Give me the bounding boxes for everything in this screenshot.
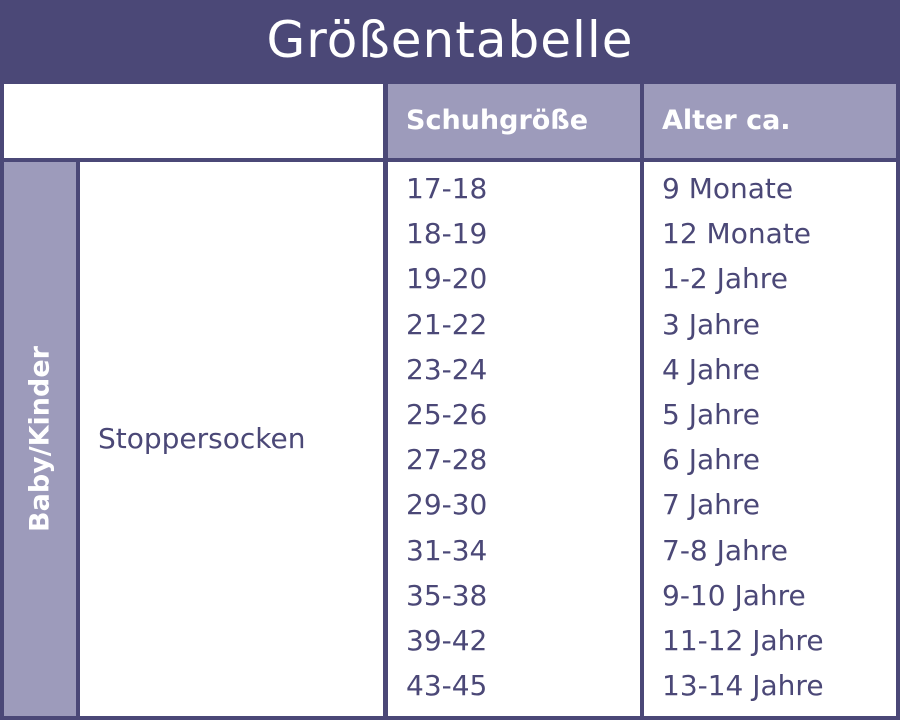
age-cell: 4 Jahre	[662, 352, 760, 386]
size-cell: 27-28	[406, 443, 488, 477]
size-cell: 25-26	[406, 398, 488, 431]
size-cell: 39-42	[406, 624, 488, 657]
size-cell: 29-30	[406, 488, 488, 522]
age-cell: 9-10 Jahre	[662, 578, 806, 612]
size-cell: 21-22	[406, 307, 488, 341]
size-cell: 17-18	[406, 172, 488, 205]
blank-cell	[4, 84, 383, 158]
header-cell: Alter ca.	[644, 84, 896, 158]
product-label: Stoppersocken	[98, 422, 306, 455]
size-cell: 18-19	[406, 217, 488, 251]
age-cell: 9 Monate	[662, 172, 794, 205]
size-column: 17-18 18-19 19-20 21-22 23-24 25-26 27-28 29-30…	[388, 162, 640, 716]
age-cell: 11-12 Jahre	[662, 624, 824, 657]
age-cell: 7 Jahre	[662, 488, 760, 522]
size-cell: 23-24	[406, 352, 488, 386]
group-label: Baby/Kinder	[24, 346, 56, 532]
size-cell: 19-20	[406, 262, 488, 296]
age-cell: 7-8 Jahre	[662, 533, 788, 567]
size-cell: 31-34	[406, 533, 488, 567]
age-cell: 13-14 Jahre	[662, 669, 824, 703]
age-cell: 3 Jahre	[662, 307, 760, 341]
header-cell: Schuhgröße	[388, 84, 640, 158]
size-cell: 43-45	[406, 669, 488, 703]
age-cell: 12 Monate	[662, 217, 811, 251]
age-column: 9 Monate 12 Monate 1-2 Jahre 3 Jahre 4 Jahre…	[644, 162, 896, 716]
size-cell: 35-38	[406, 578, 488, 612]
age-cell: 5 Jahre	[662, 398, 760, 431]
age-cell: 6 Jahre	[662, 443, 760, 477]
product-cell: Stoppersocken	[80, 162, 383, 716]
age-cell: 1-2 Jahre	[662, 262, 788, 296]
title: Größentabelle	[266, 11, 634, 69]
group-cell: Baby/Kinder	[4, 162, 76, 716]
